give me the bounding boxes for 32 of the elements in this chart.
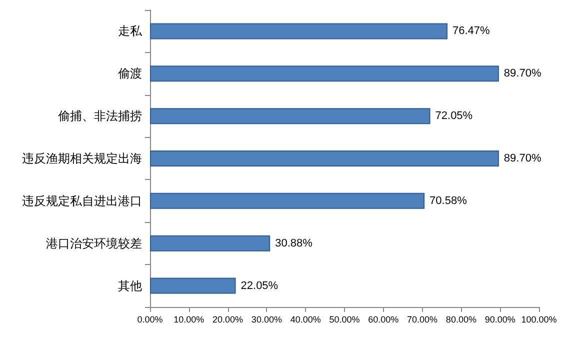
bar	[150, 235, 270, 252]
bar	[150, 150, 499, 166]
y-tick-label: 偷渡	[118, 66, 142, 81]
bar	[150, 23, 448, 40]
data-label: 22.05%	[240, 280, 278, 292]
bar	[150, 278, 236, 294]
x-tick-label: 60.00%	[368, 314, 399, 324]
y-tick-label: 偷捕、非法捕捞	[58, 109, 142, 124]
data-label: 30.88%	[275, 237, 313, 250]
x-tick-label: 40.00%	[290, 314, 321, 324]
x-tick-label: 0.00%	[137, 314, 163, 324]
data-label: 89.70%	[504, 68, 542, 80]
data-label: 72.05%	[435, 110, 473, 122]
bar	[150, 192, 425, 209]
data-label: 89.70%	[504, 152, 542, 164]
x-tick-label: 70.00%	[407, 314, 438, 324]
data-label: 70.58%	[430, 194, 468, 207]
x-tick-label: 10.00%	[174, 314, 204, 324]
x-tick-label: 90.00%	[484, 314, 516, 324]
x-tick-label: 20.00%	[212, 314, 244, 324]
x-tick-label: 100.00%	[521, 314, 557, 324]
x-tick-label: 30.00%	[251, 314, 282, 324]
y-tick-label: 违反渔期相关规定出海	[22, 152, 142, 166]
y-tick-label: 港口治安环境较差	[46, 236, 142, 250]
x-tick-label: 80.00%	[446, 314, 476, 324]
y-tick-label: 走私	[118, 24, 143, 38]
y-tick-label: 其他	[118, 278, 142, 293]
bar	[150, 108, 430, 124]
data-label: 76.47%	[452, 25, 490, 38]
y-tick-label: 违反规定私自进出港口	[22, 194, 142, 208]
x-tick-label: 50.00%	[329, 314, 360, 324]
bar	[150, 66, 499, 82]
